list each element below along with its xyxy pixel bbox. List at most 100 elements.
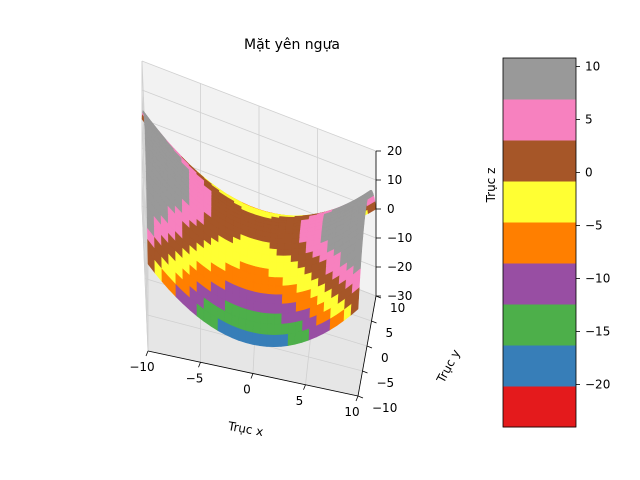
surface-patch — [284, 243, 293, 251]
surface-patch — [288, 311, 297, 324]
surface-patch — [283, 261, 292, 271]
surface-patch — [288, 292, 298, 304]
grid-line — [141, 118, 377, 210]
surface-patch — [245, 319, 254, 334]
surface-patch — [267, 293, 276, 305]
x-tick-mark — [355, 395, 359, 402]
surface-patch — [273, 323, 282, 336]
x-tick-mark — [250, 373, 254, 379]
surface-patch — [276, 243, 286, 251]
z-tick-label: 0 — [387, 202, 395, 216]
x-tick-label: −10 — [129, 360, 154, 374]
surface-patch — [252, 332, 261, 347]
surface-patch — [277, 238, 286, 245]
x-tick-label: −5 — [186, 371, 204, 385]
surface-patch — [301, 328, 310, 343]
colorbar-segment — [503, 140, 576, 182]
surface-patch — [285, 220, 295, 224]
z-tick-label: −20 — [387, 260, 412, 274]
surface-patch — [287, 332, 296, 346]
grid-line — [141, 176, 149, 323]
surface-patch — [259, 333, 268, 347]
surface-patch — [261, 267, 270, 278]
x-tick-label: 5 — [296, 394, 304, 408]
z-tick-label: 20 — [387, 144, 402, 158]
surface-patch — [231, 325, 240, 341]
surface-patch — [350, 297, 359, 316]
surface-patch — [269, 248, 278, 257]
z-tick-label: 10 — [387, 173, 402, 187]
axis-lines — [145, 150, 382, 402]
x-tick-mark — [303, 384, 306, 390]
x-axis-label: Trục x — [226, 419, 264, 439]
colorbar-segment — [503, 263, 576, 305]
surface-patch — [283, 249, 293, 257]
saddle-surface — [141, 110, 377, 348]
z-axis-label: Trục z — [484, 168, 498, 204]
z-tick-label: −30 — [387, 289, 412, 303]
surface-patch — [266, 323, 275, 336]
surface-patch — [284, 233, 294, 240]
colorbar-tick-label: −5 — [585, 219, 603, 233]
y-tick-label: 0 — [381, 351, 389, 365]
surface-patch — [252, 321, 261, 335]
colorbar-segment — [503, 386, 576, 428]
surface-patch — [274, 294, 283, 305]
surface-patch — [253, 311, 262, 324]
y-tick-label: −10 — [372, 401, 397, 415]
colorbar-tick-label: 10 — [585, 59, 600, 73]
y-tick-mark — [371, 320, 377, 324]
surface-patch — [285, 223, 295, 227]
surface-patch — [268, 254, 278, 263]
surface-patch — [268, 261, 277, 271]
surface-patch — [253, 291, 262, 304]
grid-line — [141, 60, 377, 152]
colorbar-segment — [503, 181, 576, 223]
surface-patch — [281, 293, 291, 305]
surface-patch — [284, 238, 293, 245]
surface-patch — [267, 313, 276, 325]
surface-patch — [280, 333, 289, 347]
colorbar-segment — [503, 58, 576, 100]
surface-patch — [266, 334, 275, 348]
y-tick-label: 5 — [386, 326, 394, 340]
surface-patch — [253, 301, 262, 314]
x-tick-mark — [198, 362, 201, 368]
z-tick-label: −10 — [387, 231, 412, 245]
surface-patch — [268, 268, 277, 278]
colorbar-segment — [503, 345, 576, 387]
surface-patch — [283, 255, 292, 264]
colorbar-segment — [503, 304, 576, 346]
surface-patch — [277, 233, 286, 240]
surface-patch — [261, 275, 270, 286]
y-tick-label: 10 — [390, 301, 405, 315]
surface-patch — [290, 254, 299, 263]
surface-patch — [268, 276, 277, 287]
surface-patch — [289, 284, 298, 295]
grid-line — [141, 147, 149, 294]
surface-patch — [274, 303, 283, 315]
colorbar-tick-label: 0 — [585, 166, 593, 180]
surface-patch — [284, 229, 294, 235]
surface-patch — [282, 269, 292, 279]
surface-patch — [267, 285, 277, 296]
surface-patch — [238, 328, 247, 344]
surface-patch — [281, 303, 290, 315]
colorbar-tick-label: 5 — [585, 113, 593, 127]
surface-patch — [277, 229, 286, 235]
surface-patch — [289, 275, 298, 286]
surface-patch — [288, 301, 297, 314]
surface-patch — [287, 321, 297, 335]
y-tick-mark — [357, 395, 364, 399]
grid-line — [141, 118, 149, 265]
x-tick-label: 10 — [344, 405, 359, 419]
surface-patch — [259, 322, 268, 336]
colorbar-tick-label: −20 — [585, 378, 610, 392]
surface-patch — [275, 262, 285, 271]
surface-patch — [253, 282, 262, 294]
surface-patch — [290, 261, 299, 270]
surface-patch — [260, 302, 269, 314]
surface-patch — [267, 303, 276, 315]
